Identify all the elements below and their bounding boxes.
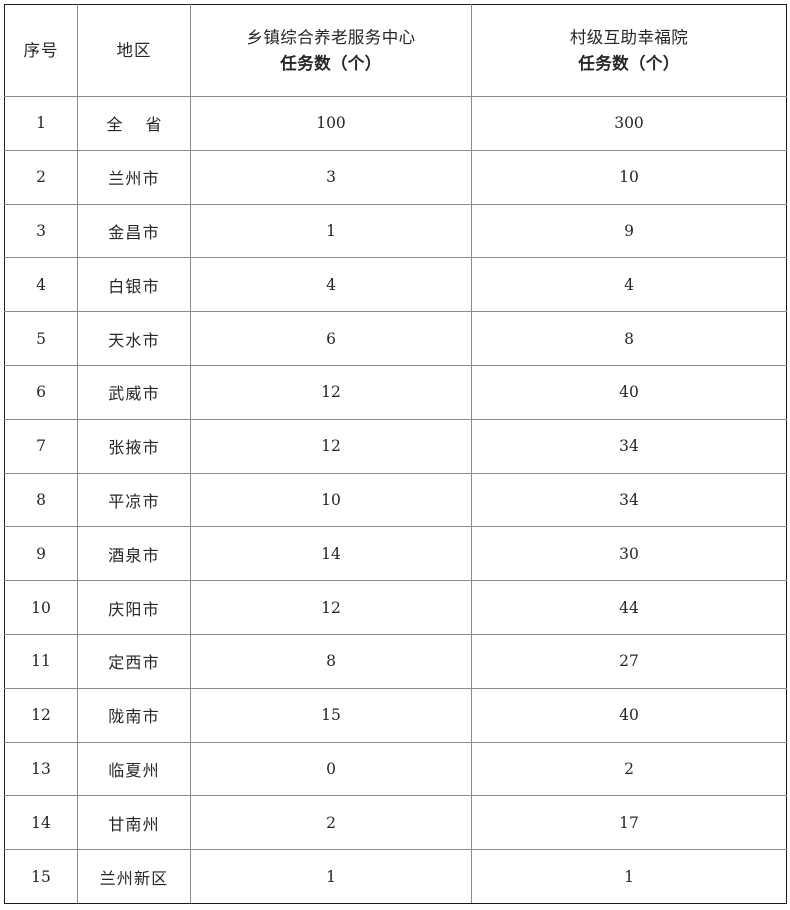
column-header-township-center-line2: 任务数（个） [280, 53, 382, 73]
cell-village-home-count: 27 [471, 633, 787, 689]
cell-seq: 6 [4, 364, 78, 420]
cell-region: 甘南州 [77, 795, 191, 851]
cell-region: 白银市 [77, 257, 191, 313]
table-row: 2 兰州市 3 10 [4, 149, 787, 205]
cell-region: 陇南市 [77, 687, 191, 743]
cell-village-home-count: 44 [471, 580, 787, 635]
cell-village-home-count: 40 [471, 687, 787, 743]
cell-township-center-count: 15 [190, 687, 472, 743]
cell-seq: 3 [4, 203, 78, 259]
column-header-township-center-line1: 乡镇综合养老服务中心 [246, 27, 416, 47]
column-header-region-label: 地区 [116, 40, 152, 60]
cell-village-home-count: 300 [471, 96, 787, 151]
cell-seq: 9 [4, 526, 78, 582]
cell-seq: 8 [4, 472, 78, 528]
cell-region: 定西市 [77, 633, 191, 689]
cell-region: 庆阳市 [77, 580, 191, 635]
table-row: 7 张掖市 12 34 [4, 418, 787, 474]
cell-village-home-count: 40 [471, 364, 787, 420]
table-row: 9 酒泉市 14 30 [4, 526, 787, 582]
cell-seq: 14 [4, 795, 78, 851]
cell-region: 天水市 [77, 311, 191, 366]
column-header-township-center: 乡镇综合养老服务中心 任务数（个） [190, 4, 472, 97]
table-row: 14 甘南州 2 17 [4, 795, 787, 851]
cell-seq: 12 [4, 687, 78, 743]
cell-region: 兰州市 [77, 149, 191, 205]
cell-seq: 11 [4, 633, 78, 689]
cell-village-home-count: 34 [471, 472, 787, 528]
column-header-village-happiness-home-line1: 村级互助幸福院 [569, 27, 689, 47]
cell-township-center-count: 100 [190, 96, 472, 151]
cell-region: 临夏州 [77, 741, 191, 797]
cell-village-home-count: 10 [471, 149, 787, 205]
cell-region: 张掖市 [77, 418, 191, 474]
cell-village-home-count: 9 [471, 203, 787, 259]
table-header: 序号 地区 乡镇综合养老服务中心 任务数（个） 村级互助幸福院 任务数（个） [4, 4, 787, 97]
cell-township-center-count: 4 [190, 257, 472, 313]
cell-township-center-count: 1 [190, 203, 472, 259]
cell-township-center-count: 14 [190, 526, 472, 582]
cell-township-center-count: 12 [190, 364, 472, 420]
cell-township-center-count: 8 [190, 633, 472, 689]
cell-region: 平凉市 [77, 472, 191, 528]
cell-village-home-count: 17 [471, 795, 787, 851]
cell-village-home-count: 30 [471, 526, 787, 582]
table-row: 5 天水市 6 8 [4, 311, 787, 366]
table-row: 3 金昌市 1 9 [4, 203, 787, 259]
cell-township-center-count: 10 [190, 472, 472, 528]
allocation-table: 序号 地区 乡镇综合养老服务中心 任务数（个） 村级互助幸福院 任务数（个） 1… [4, 4, 787, 904]
cell-seq: 15 [4, 849, 78, 904]
cell-township-center-count: 2 [190, 795, 472, 851]
cell-seq: 13 [4, 741, 78, 797]
cell-region: 全 省 [77, 96, 191, 151]
column-header-village-happiness-home: 村级互助幸福院 任务数（个） [471, 4, 787, 97]
column-header-seq: 序号 [4, 4, 78, 97]
allocation-table-container: 序号 地区 乡镇综合养老服务中心 任务数（个） 村级互助幸福院 任务数（个） 1… [4, 4, 787, 904]
cell-village-home-count: 4 [471, 257, 787, 313]
cell-township-center-count: 3 [190, 149, 472, 205]
cell-seq: 1 [4, 96, 78, 151]
column-header-region: 地区 [77, 4, 191, 97]
table-row: 4 白银市 4 4 [4, 257, 787, 313]
cell-region: 兰州新区 [77, 849, 191, 904]
cell-seq: 7 [4, 418, 78, 474]
column-header-seq-label: 序号 [23, 40, 59, 60]
table-header-row: 序号 地区 乡镇综合养老服务中心 任务数（个） 村级互助幸福院 任务数（个） [4, 4, 787, 97]
column-header-village-happiness-home-line2: 任务数（个） [578, 53, 680, 73]
cell-seq: 10 [4, 580, 78, 635]
table-row: 12 陇南市 15 40 [4, 687, 787, 743]
cell-seq: 2 [4, 149, 78, 205]
table-body: 1 全 省 100 300 2 兰州市 3 10 3 金昌市 1 9 4 白银市… [4, 96, 787, 904]
table-row: 1 全 省 100 300 [4, 96, 787, 151]
cell-village-home-count: 8 [471, 311, 787, 366]
table-row: 8 平凉市 10 34 [4, 472, 787, 528]
cell-seq: 4 [4, 257, 78, 313]
table-row: 15 兰州新区 1 1 [4, 849, 787, 904]
cell-township-center-count: 0 [190, 741, 472, 797]
cell-village-home-count: 2 [471, 741, 787, 797]
cell-township-center-count: 1 [190, 849, 472, 904]
table-row: 6 武威市 12 40 [4, 364, 787, 420]
cell-region: 武威市 [77, 364, 191, 420]
cell-region: 金昌市 [77, 203, 191, 259]
cell-township-center-count: 12 [190, 418, 472, 474]
table-row: 10 庆阳市 12 44 [4, 580, 787, 635]
cell-region: 酒泉市 [77, 526, 191, 582]
cell-seq: 5 [4, 311, 78, 366]
cell-township-center-count: 12 [190, 580, 472, 635]
cell-village-home-count: 1 [471, 849, 787, 904]
table-row: 13 临夏州 0 2 [4, 741, 787, 797]
table-row: 11 定西市 8 27 [4, 633, 787, 689]
cell-township-center-count: 6 [190, 311, 472, 366]
cell-village-home-count: 34 [471, 418, 787, 474]
